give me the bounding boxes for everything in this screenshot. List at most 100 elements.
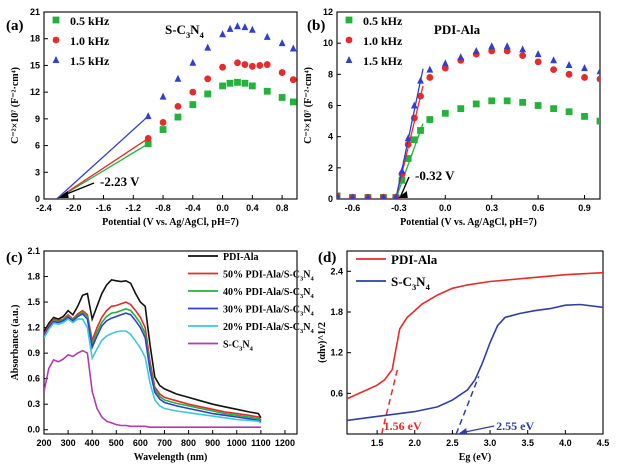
legend-entry-main: 50% PDI-Ala/S-C <box>223 270 300 281</box>
data-point <box>565 70 573 78</box>
plot-frame <box>43 250 298 435</box>
data-point <box>204 43 212 51</box>
data-point <box>219 63 226 71</box>
y-tick-label: 6 <box>328 101 333 111</box>
chart-title-mid: N <box>190 22 200 37</box>
annotation-arrow <box>400 176 410 197</box>
plot-area <box>44 279 262 428</box>
y-tick-label: 12 <box>323 7 333 17</box>
x-tick-label: 700 <box>157 438 172 448</box>
y-tick-label: 0 <box>328 194 333 204</box>
legend-entry: 1.0 kHz <box>363 34 403 48</box>
data-point <box>219 30 226 38</box>
x-tick-label: 0.8 <box>276 203 289 213</box>
y-tick-label: 8 <box>328 69 333 79</box>
data-point <box>189 101 197 109</box>
panel-label: (c) <box>6 250 23 266</box>
x-tick-label: -0.3 <box>391 203 407 213</box>
data-point <box>289 76 297 84</box>
data-point <box>519 98 527 106</box>
data-point <box>174 74 182 82</box>
panel-label: (b) <box>307 18 325 34</box>
annotation-arrowhead <box>397 191 408 198</box>
y-tick-label: 21 <box>30 7 40 17</box>
data-point <box>581 113 588 120</box>
y-tick-label: 10 <box>323 38 333 48</box>
chart-title-main: S-C <box>165 22 186 37</box>
data-point <box>256 62 264 69</box>
data-point <box>534 58 542 66</box>
y-tick-label: 1.8 <box>330 307 343 317</box>
data-point <box>426 116 434 123</box>
legend-entry: 1.5 kHz <box>363 54 403 68</box>
data-point <box>565 60 573 68</box>
legend-entry-main: 30% PDI-Ala/S-C <box>223 305 300 316</box>
legend-marker <box>345 16 353 24</box>
y-tick-label: 1.8 <box>27 272 40 282</box>
data-point <box>204 90 212 98</box>
fit-line <box>395 68 424 199</box>
legend-marker <box>345 56 353 63</box>
data-point <box>278 94 286 101</box>
legend-marker <box>52 56 60 63</box>
data-point <box>365 193 371 199</box>
chart-title: S-C3N4 <box>165 22 205 40</box>
data-point <box>417 76 424 84</box>
x-tick-label: 900 <box>205 438 220 448</box>
data-point <box>349 193 356 199</box>
legend-entry-main: S-C <box>391 274 412 289</box>
data-point <box>503 42 511 50</box>
x-tick-label: 0.0 <box>439 203 452 213</box>
legend-entry-mid: N <box>303 287 311 298</box>
annotation-label: -2.23 V <box>100 174 140 189</box>
data-point <box>174 102 182 110</box>
x-tick-label: 1.5 <box>371 438 384 448</box>
legend-entry: 40% PDI-Ala/S-C3N4 <box>223 287 314 300</box>
x-tick-label: 1100 <box>251 438 271 448</box>
x-tick-label: -0.6 <box>345 203 361 213</box>
y-axis-label: C⁻²×10⁷ (F⁻²·cm⁴) <box>303 67 314 144</box>
data-point <box>503 97 511 105</box>
tangent-line <box>455 376 480 434</box>
data-point <box>441 109 449 117</box>
plot-frame <box>346 250 604 435</box>
legend-entry: 0.5 kHz <box>70 14 110 28</box>
legend-entry: 20% PDI-Ala/S-C3N4 <box>223 322 314 335</box>
y-tick-label: 15 <box>30 60 40 70</box>
legend-entry-mid: N <box>416 274 426 289</box>
legend-entry-sub2: 4 <box>310 328 314 335</box>
plot-area <box>337 42 600 199</box>
series-line <box>347 271 603 400</box>
data-point <box>248 25 256 33</box>
x-tick-label: 0.3 <box>485 203 498 213</box>
legend-entry: S-C3N4 <box>223 340 254 353</box>
data-point <box>241 23 249 31</box>
band-gap-label: 1.56 eV <box>384 419 422 433</box>
data-point <box>488 42 496 50</box>
data-point <box>204 75 212 83</box>
chart-title: PDI-Ala <box>434 22 481 37</box>
band-gap-label: 2.55 eV <box>496 419 534 433</box>
data-point <box>189 88 197 96</box>
annotation-arrowhead <box>58 191 69 198</box>
legend-entry-sub: 3 <box>412 282 416 292</box>
data-point <box>263 87 271 95</box>
y-tick-label: 12 <box>30 87 40 97</box>
fit-line <box>56 115 149 199</box>
chart-panel-3: 1.5 2.0 2.5 3.0 3.5 4.0 4.5 0.6 1.2 1.8 2.4 Eg (eV)… <box>317 250 609 463</box>
legend-entry-mid: N <box>303 305 311 316</box>
data-point <box>174 113 182 121</box>
data-point <box>393 193 399 199</box>
x-tick-label: 0.4 <box>246 203 259 213</box>
data-point <box>581 64 588 72</box>
data-point <box>226 24 234 32</box>
y-tick-label: 0.6 <box>330 388 343 398</box>
series-line <box>44 349 261 428</box>
legend-entry-sub2: 4 <box>310 293 314 300</box>
data-point <box>441 59 449 67</box>
legend-entry-main: 40% PDI-Ala/S-C <box>223 287 300 298</box>
legend-entry: PDI-Ala <box>391 252 438 267</box>
data-point <box>144 135 152 142</box>
series-line <box>347 303 603 422</box>
y-axis-label: C⁻²×10⁷ (F⁻²·cm⁴) <box>10 67 21 144</box>
